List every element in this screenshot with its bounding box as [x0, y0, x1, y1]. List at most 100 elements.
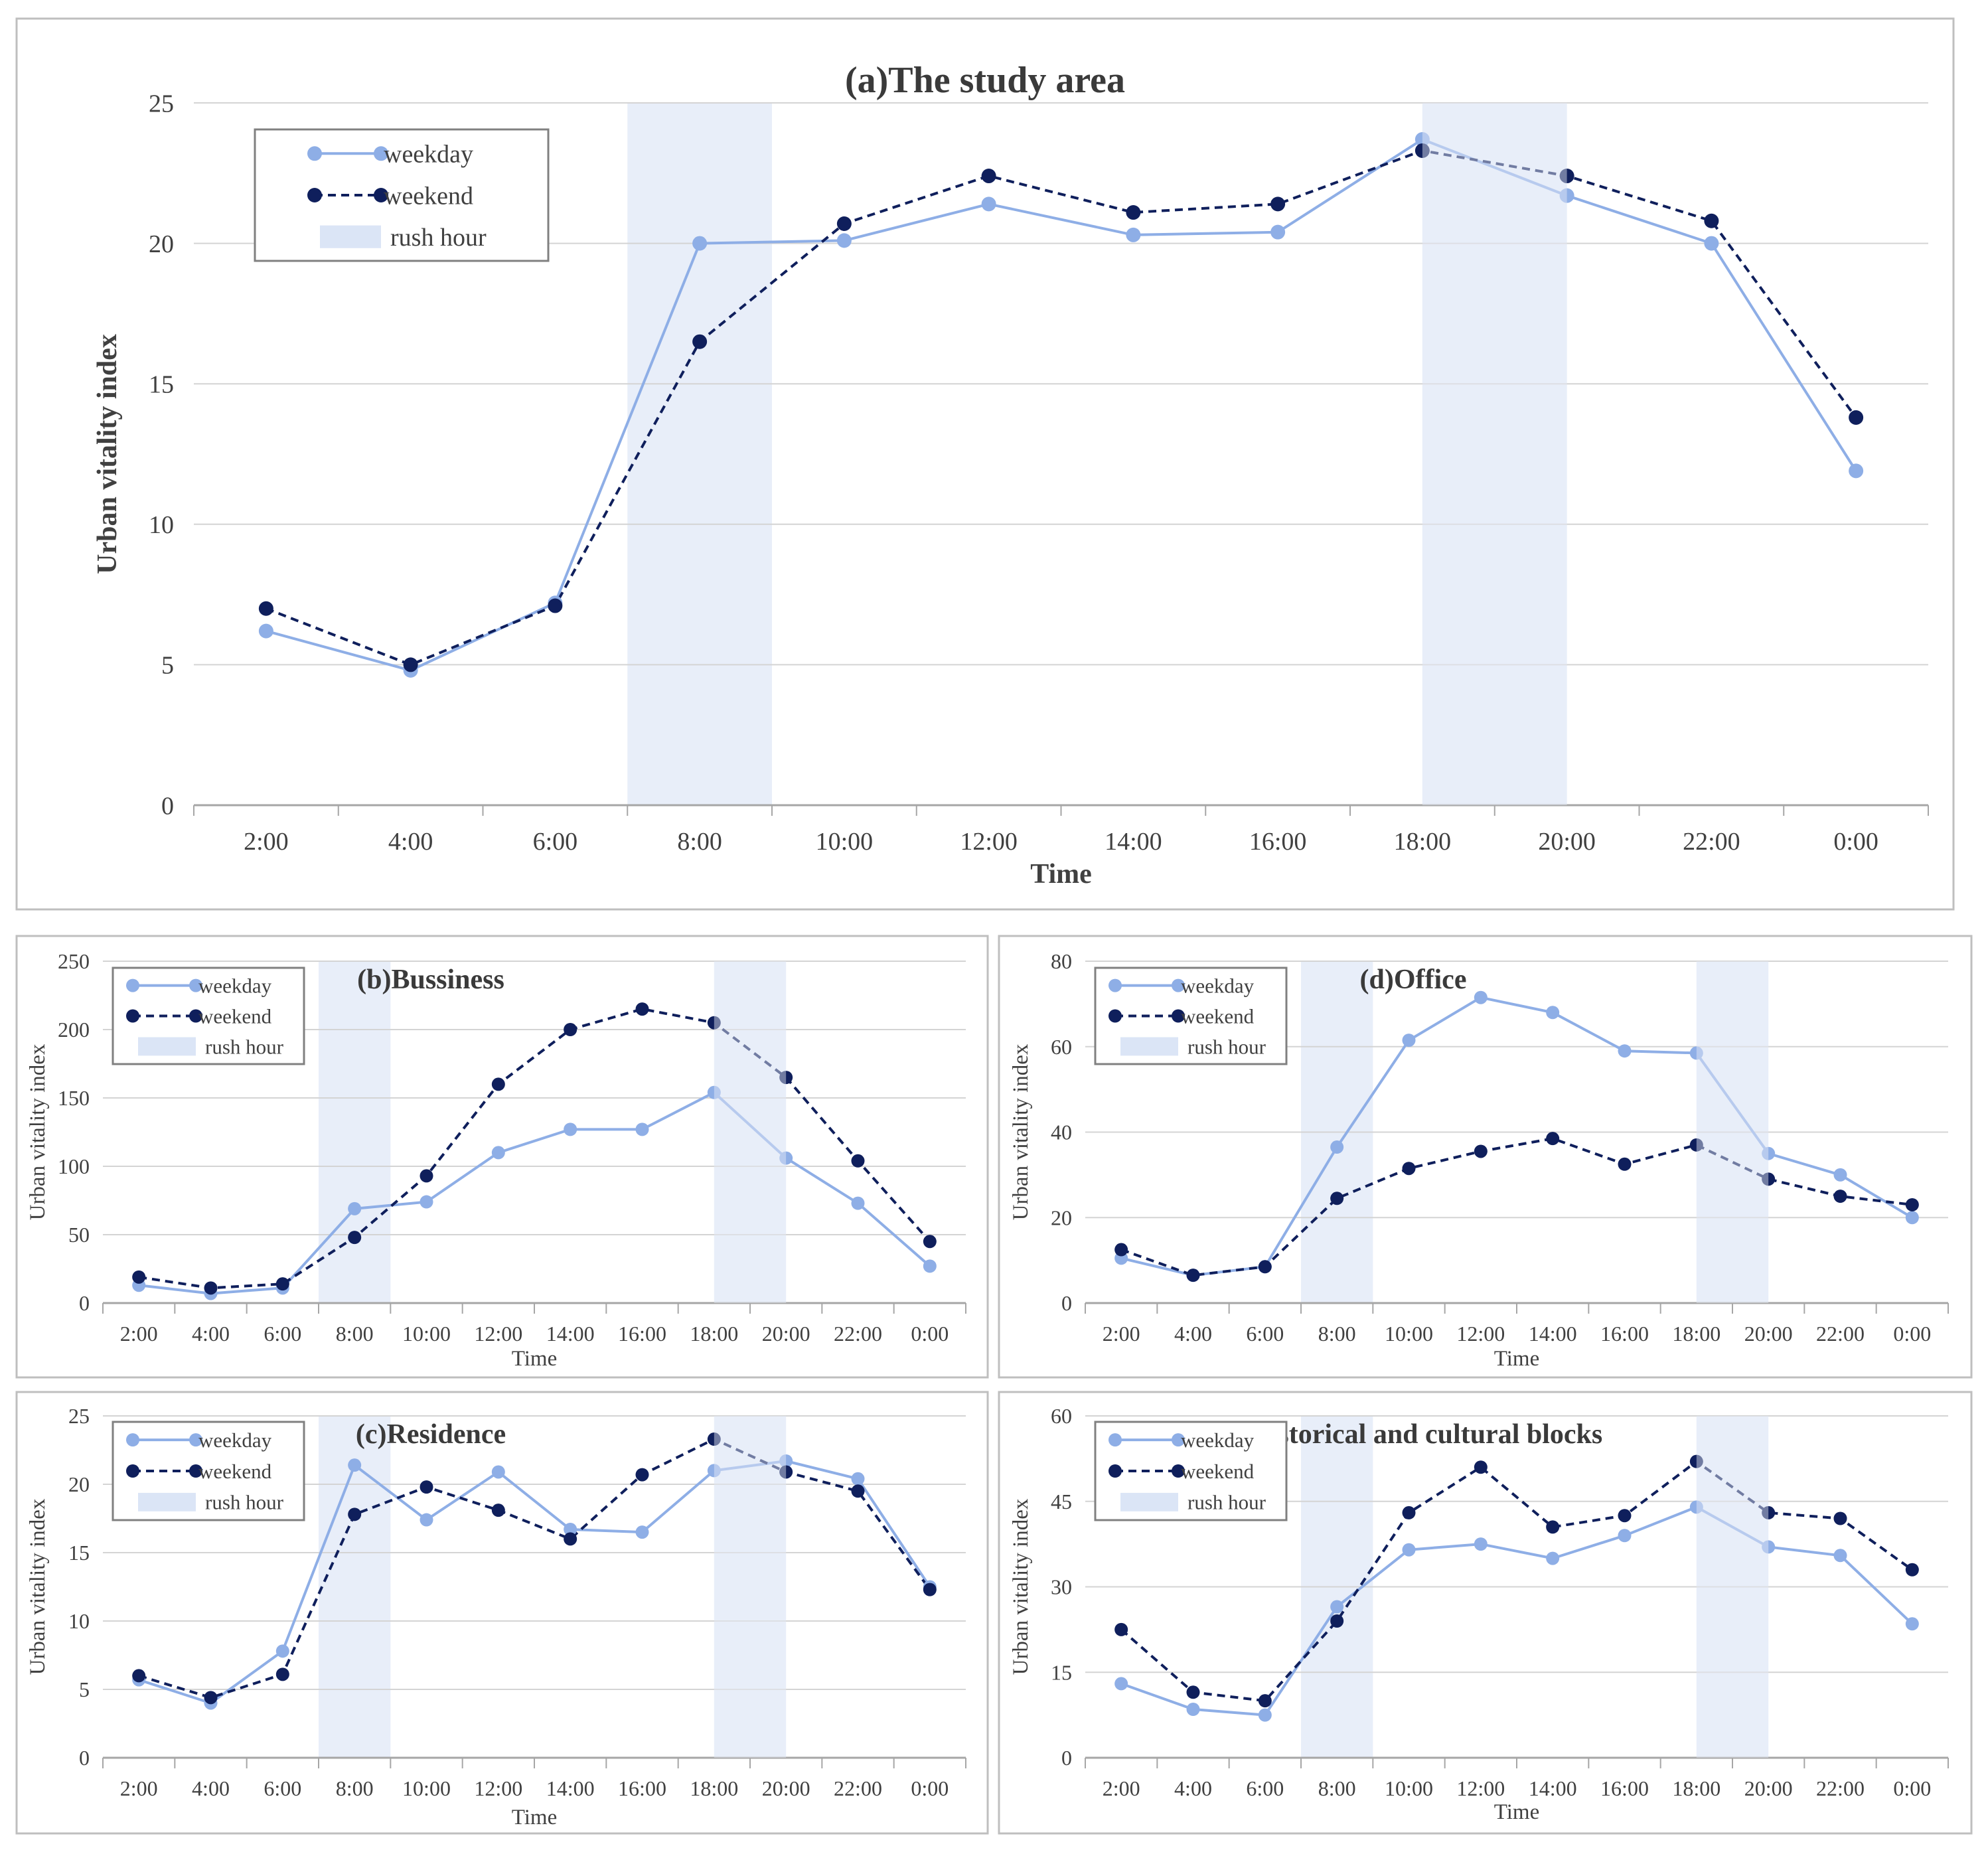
rush-hour-overlay: [1422, 103, 1567, 805]
point-weekday: [1415, 132, 1430, 147]
point-weekend: [548, 598, 563, 613]
x-axis-label: Time: [1494, 1347, 1539, 1371]
x-tick-label: 6:00: [1246, 1322, 1284, 1346]
x-tick-label: 4:00: [1174, 1776, 1212, 1800]
series-line-weekend: [138, 1008, 931, 1290]
y-axis-label: Urban vitality index: [26, 1044, 50, 1220]
y-tick-label: 30: [1051, 1575, 1072, 1599]
x-tick-label: 4:00: [192, 1776, 230, 1800]
legend-weekday-marker: [307, 146, 322, 161]
y-tick-label: 200: [58, 1018, 90, 1042]
y-tick-label: 45: [1051, 1490, 1072, 1513]
legend-weekday-marker: [189, 978, 202, 992]
x-tick-label: 14:00: [1529, 1322, 1577, 1346]
legend-rush-label: rush hour: [1187, 1035, 1266, 1058]
legend-rush-swatch: [1120, 1037, 1178, 1056]
legend-box: [1094, 967, 1288, 1065]
legend-weekday-marker: [1109, 978, 1122, 992]
chart-e: 0 15 30 45 60 2:00 4:00 6:00 8:00 10:00 12:00 14:00…: [998, 1391, 1973, 1835]
point-weekday: [1402, 1034, 1416, 1047]
point-weekday: [1402, 1543, 1416, 1557]
legend-rush-label: rush hour: [205, 1035, 284, 1058]
point-weekday: [1704, 236, 1719, 251]
x-tick-label: 8:00: [1318, 1322, 1356, 1346]
rush-hour-band: [714, 1416, 787, 1758]
y-tick-label: 60: [1051, 1404, 1072, 1428]
rush-hour-overlay: [714, 961, 787, 1303]
series-line-weekend: [138, 1438, 931, 1699]
point-weekend: [1186, 1685, 1200, 1699]
x-tick-label: 16:00: [1600, 1322, 1649, 1346]
point-weekend: [1546, 1132, 1560, 1146]
point-weekend: [692, 334, 708, 349]
legend-rush-label: rush hour: [390, 224, 487, 252]
y-axis-label: Urban vitality index: [26, 1498, 50, 1675]
point-weekend: [204, 1281, 218, 1295]
point-weekday: [1330, 1140, 1344, 1154]
y-tick-label: 10: [68, 1609, 90, 1633]
legend-weekday-marker: [1172, 978, 1185, 992]
point-weekday: [707, 1464, 721, 1478]
x-tick-label: 8:00: [677, 828, 722, 856]
x-tick-label: 10:00: [816, 828, 874, 856]
x-tick-label: 20:00: [1744, 1322, 1793, 1346]
legend-weekend-marker: [126, 1464, 139, 1478]
y-tick-label: 25: [149, 90, 174, 117]
x-tick-label: 10:00: [1385, 1322, 1433, 1346]
point-weekday: [1114, 1677, 1128, 1691]
point-weekend: [275, 1667, 289, 1681]
point-weekend: [1559, 169, 1574, 184]
legend-weekend-marker: [307, 188, 322, 202]
y-tick-label: 0: [1061, 1291, 1072, 1315]
point-weekend: [420, 1169, 433, 1183]
point-weekday: [635, 1525, 649, 1539]
x-tick-label: 6:00: [264, 1322, 301, 1346]
x-tick-label: 20:00: [1744, 1776, 1793, 1800]
legend-weekend-label: weekend: [384, 182, 473, 210]
y-tick-label: 150: [58, 1086, 90, 1110]
point-weekday: [779, 1454, 793, 1468]
legend-weekend-marker: [374, 188, 388, 202]
point-weekday: [1546, 1551, 1560, 1565]
rush-hour-overlay: [1696, 1416, 1769, 1758]
legend-weekend-marker: [189, 1009, 202, 1023]
x-tick-label: 18:00: [690, 1776, 738, 1800]
legend: weekday weekend rush hour: [1094, 967, 1288, 1065]
point-weekend: [836, 216, 852, 231]
point-weekday: [692, 236, 708, 251]
point-weekday: [1474, 990, 1488, 1004]
rush-hour-overlay: [714, 1416, 787, 1758]
x-tick-label: 22:00: [1683, 828, 1740, 856]
x-axis-label: Time: [1494, 1800, 1539, 1824]
legend: weekday weekend rush hour: [254, 128, 550, 262]
legend-weekend-marker: [1109, 1464, 1122, 1478]
x-tick-label: 2:00: [120, 1776, 158, 1800]
point-weekend: [1905, 1563, 1919, 1577]
y-tick-label: 10: [149, 511, 174, 539]
legend-weekday-marker: [1172, 1433, 1185, 1447]
legend-rush-swatch: [138, 1492, 196, 1511]
point-weekend: [564, 1023, 577, 1036]
y-tick-label: 0: [161, 792, 174, 820]
y-tick-label: 40: [1051, 1121, 1072, 1144]
rush-hour-band: [1422, 103, 1567, 805]
point-weekend: [923, 1235, 937, 1249]
series-line-weekday: [138, 1091, 931, 1295]
point-weekday: [348, 1201, 362, 1215]
y-tick-label: 0: [1061, 1746, 1072, 1770]
chart-title: (b)Bussiness: [357, 965, 504, 995]
y-axis-label: Urban vitality index: [1009, 1498, 1033, 1675]
y-tick-label: 15: [1051, 1660, 1072, 1684]
y-tick-label: 15: [149, 371, 174, 399]
y-tick-label: 0: [79, 1291, 90, 1315]
point-weekday: [1270, 224, 1286, 240]
x-tick-label: 10:00: [402, 1776, 451, 1800]
point-weekday: [1762, 1540, 1776, 1554]
x-tick-label: 16:00: [618, 1776, 666, 1800]
x-tick-label: 22:00: [834, 1322, 882, 1346]
point-weekday: [1833, 1549, 1847, 1563]
point-weekday: [1905, 1211, 1919, 1225]
point-weekday: [1126, 227, 1141, 242]
rush-hour-band: [714, 961, 787, 1303]
rush-hour-band: [627, 103, 772, 805]
